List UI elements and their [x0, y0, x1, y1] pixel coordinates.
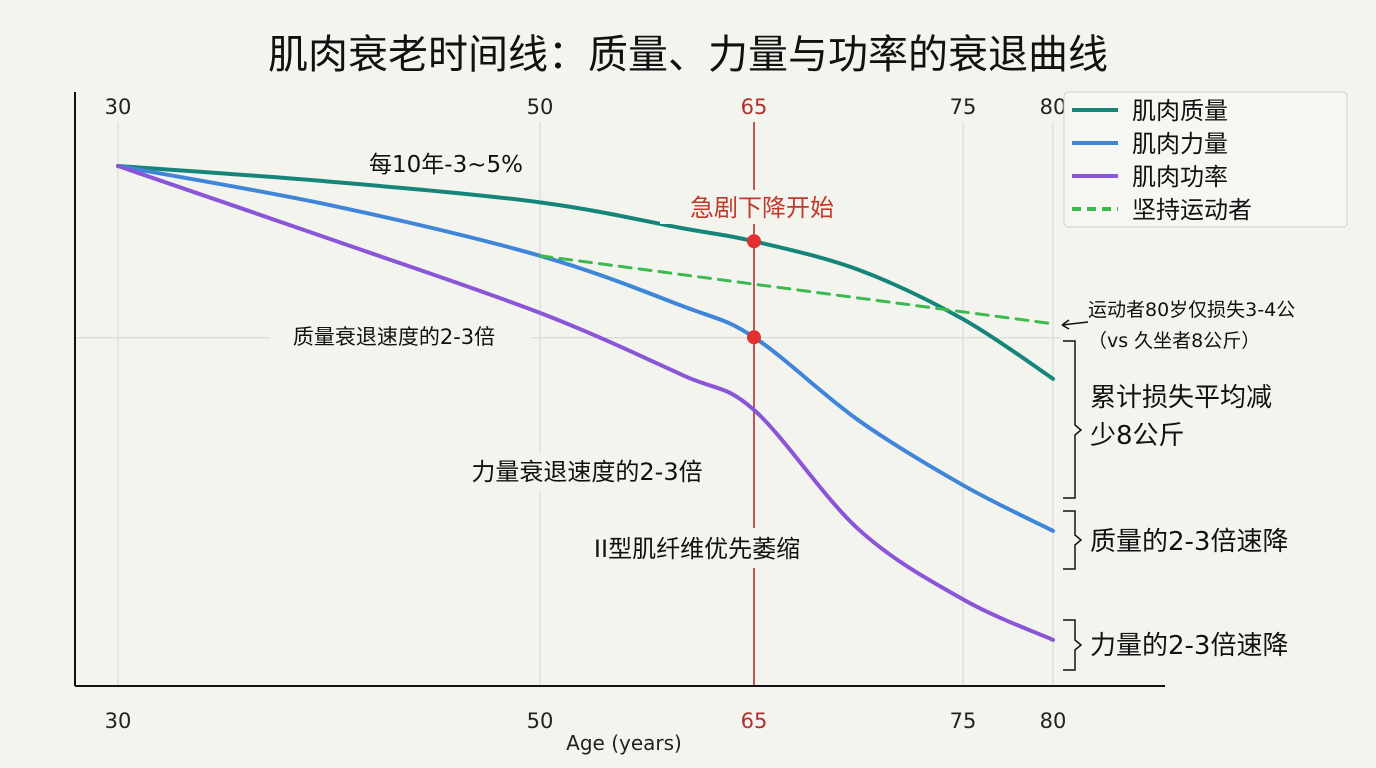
x-tick-label-bottom: 80	[1040, 709, 1067, 733]
annotation-power-rate: 力量衰退速度的2-3倍	[471, 458, 702, 486]
annotation-mass-loss-2: 少8公斤	[1090, 421, 1185, 451]
x-tick-label-top: 80	[1040, 95, 1067, 119]
bracket-strength	[1063, 510, 1083, 570]
x-tick-label-bottom: 75	[950, 709, 977, 733]
x-tick-label-top: 75	[950, 95, 977, 119]
annotation-exerciser-1: 运动者80岁仅损失3-4公	[1088, 299, 1295, 321]
x-tick-label-top: 30	[105, 95, 132, 119]
series-lines	[116, 164, 1055, 642]
series-line-3	[538, 254, 1055, 326]
legend-label: 肌肉力量	[1132, 130, 1228, 158]
x-tick-label-bottom: 50	[527, 709, 554, 733]
marker-point	[747, 234, 761, 249]
annotation-mass-loss-1: 累计损失平均减	[1090, 383, 1272, 413]
bracket-power	[1063, 619, 1083, 671]
series-line-0	[116, 164, 1055, 381]
x-tick-label-bottom: 65	[741, 709, 768, 733]
x-tick-label-top: 50	[527, 95, 554, 119]
legend-label: 肌肉功率	[1132, 163, 1228, 191]
x-tick-label-top: 65	[741, 95, 768, 119]
arrow-icon	[1061, 319, 1089, 330]
annotation-type2-fiber: II型肌纤维优先萎缩	[594, 535, 800, 563]
marker-point	[747, 330, 761, 345]
x-axis-label: Age (years)	[566, 731, 682, 755]
annotation-strength-rate: 质量衰退速度的2-3倍	[293, 325, 495, 349]
chart-title: 肌肉衰老时间线：质量、力量与功率的衰退曲线	[268, 32, 1108, 78]
tick-labels: 30 30 50 50 65 65 75 75 80 80	[105, 95, 1067, 733]
series-line-1	[116, 164, 1055, 533]
series-line-2	[116, 164, 1055, 642]
x-tick-label-bottom: 30	[105, 709, 132, 733]
annotation-mass-rate: 每10年-3~5%	[369, 152, 523, 178]
legend-label: 肌肉质量	[1132, 97, 1228, 125]
annotation-exerciser-2: （vs 久坐者8公斤）	[1088, 330, 1260, 352]
legend-label: 坚持运动者	[1132, 196, 1252, 224]
bracket-mass	[1063, 340, 1083, 499]
annotation-strength-drop: 质量的2-3倍速降	[1090, 527, 1288, 557]
annotation-sharp-decline: 急剧下降开始	[690, 194, 834, 222]
markers	[747, 234, 761, 345]
annotation-power-drop: 力量的2-3倍速降	[1090, 631, 1288, 661]
